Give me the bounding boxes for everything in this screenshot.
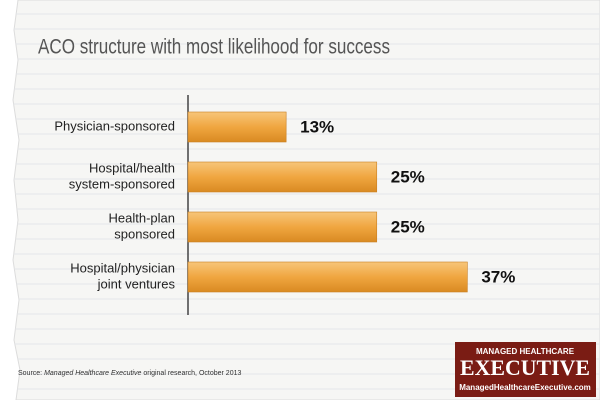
value-label: 25%: [391, 167, 425, 186]
value-label: 25%: [391, 217, 425, 236]
logo: Managed Healthcare Executive ManagedHeal…: [455, 342, 596, 397]
category-label: sponsored: [114, 226, 175, 241]
category-label: system-sponsored: [69, 176, 175, 191]
category-label: Physician-sponsored: [54, 118, 175, 133]
source-prefix: Source:: [18, 370, 42, 377]
chart-title: ACO structure with most likelihood for s…: [38, 36, 390, 59]
source-detail: original research, October 2013: [143, 370, 241, 377]
logo-name: Executive: [460, 355, 590, 380]
bar: [187, 211, 378, 243]
value-label: 13%: [300, 117, 334, 136]
logo-top: Managed Healthcare: [476, 347, 575, 356]
source-publication: Managed Healthcare Executive: [44, 370, 141, 377]
logo-url: ManagedHealthcareExecutive.com: [459, 383, 591, 392]
logo-box: [455, 342, 596, 397]
bar: [187, 161, 378, 193]
plot-area: Physician-sponsored 13% Hospital/healthsys…: [54, 111, 515, 293]
category-label: Hospital/health: [89, 160, 175, 175]
value-label: 37%: [481, 267, 515, 286]
paper-lines: [13, 0, 600, 400]
source-note: Source: Managed Healthcare Executive ori…: [18, 370, 241, 377]
bar: [187, 111, 287, 143]
bar: [187, 261, 468, 293]
category-label: Hospital/physician: [70, 260, 175, 275]
category-label: Health-plan: [109, 210, 176, 225]
category-label: joint ventures: [97, 276, 176, 291]
